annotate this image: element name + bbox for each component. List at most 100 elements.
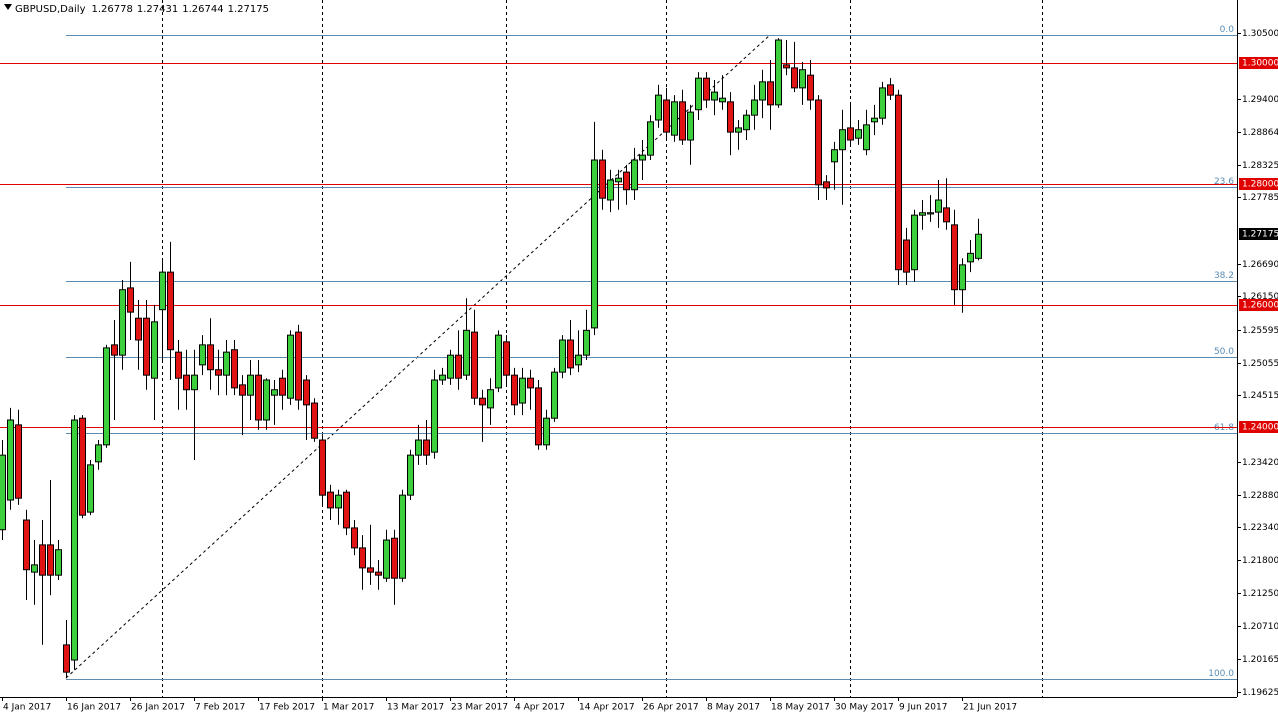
candle-body	[735, 127, 742, 133]
candle-body	[23, 519, 30, 571]
candle-body	[175, 351, 182, 379]
x-tick-label: 16 Jan 2017	[67, 703, 121, 713]
candle-body	[527, 377, 534, 389]
y-tick-label: 1.22340	[1242, 523, 1278, 533]
y-tick-label: 1.22880	[1242, 491, 1278, 501]
candle-body	[799, 69, 806, 89]
candle-body	[559, 339, 566, 373]
x-tick-label: 23 Mar 2017	[451, 703, 508, 713]
level-label-box	[1239, 57, 1278, 69]
candle-body	[431, 379, 438, 453]
candle-body	[663, 99, 670, 133]
candle-body	[391, 537, 398, 579]
candle-body	[855, 129, 862, 139]
candle-body	[71, 419, 78, 661]
candle-body	[439, 374, 446, 381]
x-tick-label: 4 Jan 2017	[3, 703, 51, 713]
candle-body	[599, 159, 606, 199]
candle-body	[831, 149, 838, 163]
candle-body	[207, 344, 214, 371]
candle-body	[55, 549, 62, 576]
candle-body	[959, 264, 966, 291]
current-price-label: 1.27175	[1242, 230, 1278, 240]
fib-label: 0.0	[1220, 25, 1235, 35]
candle-body	[311, 402, 318, 439]
candle-body	[871, 117, 878, 123]
candle-body	[319, 439, 326, 496]
candle-body	[695, 77, 702, 111]
candle-body	[863, 124, 870, 151]
candle-body	[743, 114, 750, 131]
candle-body	[935, 199, 942, 213]
x-tick-label: 4 Apr 2017	[515, 703, 565, 713]
y-tick-label: 1.28325	[1242, 161, 1278, 171]
candle-body	[807, 74, 814, 101]
candle-body	[607, 179, 614, 201]
fib-label: 100.0	[1208, 669, 1234, 679]
y-tick-label: 1.25595	[1242, 326, 1278, 336]
candle-body	[239, 384, 246, 396]
candle-body	[63, 644, 70, 673]
candle-body	[887, 84, 894, 96]
fib-label: 23.6	[1214, 177, 1234, 187]
candle-body	[151, 321, 158, 379]
candle-body	[471, 331, 478, 399]
candle-body	[255, 374, 262, 421]
candle-body	[639, 154, 646, 161]
candle-body	[407, 454, 414, 496]
candle-body	[335, 494, 342, 509]
candle-body	[135, 317, 142, 341]
candle-body	[367, 567, 374, 573]
y-tick-label: 1.21800	[1242, 556, 1278, 566]
level-label: 1.30000	[1242, 59, 1278, 69]
candle-body	[327, 491, 334, 509]
candle-body	[815, 99, 822, 186]
current-price-box	[1239, 228, 1278, 240]
candle-body	[503, 341, 510, 376]
candle-body	[895, 94, 902, 271]
candle-body	[791, 67, 798, 89]
candle-body	[567, 339, 574, 369]
candle-body	[287, 334, 294, 399]
candle-body	[927, 212, 934, 215]
x-tick-label: 30 May 2017	[835, 703, 894, 713]
candle-body	[783, 64, 790, 69]
symbol: GBPUSD,Daily	[15, 4, 86, 15]
candle-body	[279, 377, 286, 396]
candle-body	[215, 369, 222, 376]
candle-body	[271, 389, 278, 396]
candle-body	[231, 349, 238, 389]
candle-body	[183, 374, 190, 391]
y-tick-label: 1.20710	[1242, 622, 1278, 632]
candle-body	[47, 544, 54, 576]
y-tick-label: 1.21250	[1242, 589, 1278, 599]
candle-body	[551, 371, 558, 419]
candle-body	[415, 439, 422, 456]
candle-body	[223, 351, 230, 376]
x-tick-label: 17 Feb 2017	[259, 703, 315, 713]
level-label: 1.26000	[1242, 301, 1278, 311]
y-tick-label: 1.24515	[1242, 391, 1278, 401]
x-tick-label: 26 Apr 2017	[643, 703, 699, 713]
candle-body	[31, 564, 38, 573]
candle-body	[711, 91, 718, 101]
candle-body	[0, 454, 6, 531]
fib-label: 50.0	[1214, 347, 1234, 357]
candle-body	[535, 387, 542, 446]
candle-body	[111, 344, 118, 356]
candle-body	[511, 374, 518, 406]
level-label-box	[1239, 299, 1278, 311]
candle-body	[359, 547, 366, 569]
ohlc-high: 1.27431	[137, 4, 178, 15]
candle-body	[7, 419, 14, 501]
candle-body	[479, 397, 486, 406]
candle-body	[823, 181, 830, 189]
candle-body	[263, 379, 270, 421]
x-tick-label: 7 Feb 2017	[195, 703, 245, 713]
x-tick-label: 26 Jan 2017	[131, 703, 185, 713]
y-tick-label: 1.28864	[1242, 128, 1278, 138]
